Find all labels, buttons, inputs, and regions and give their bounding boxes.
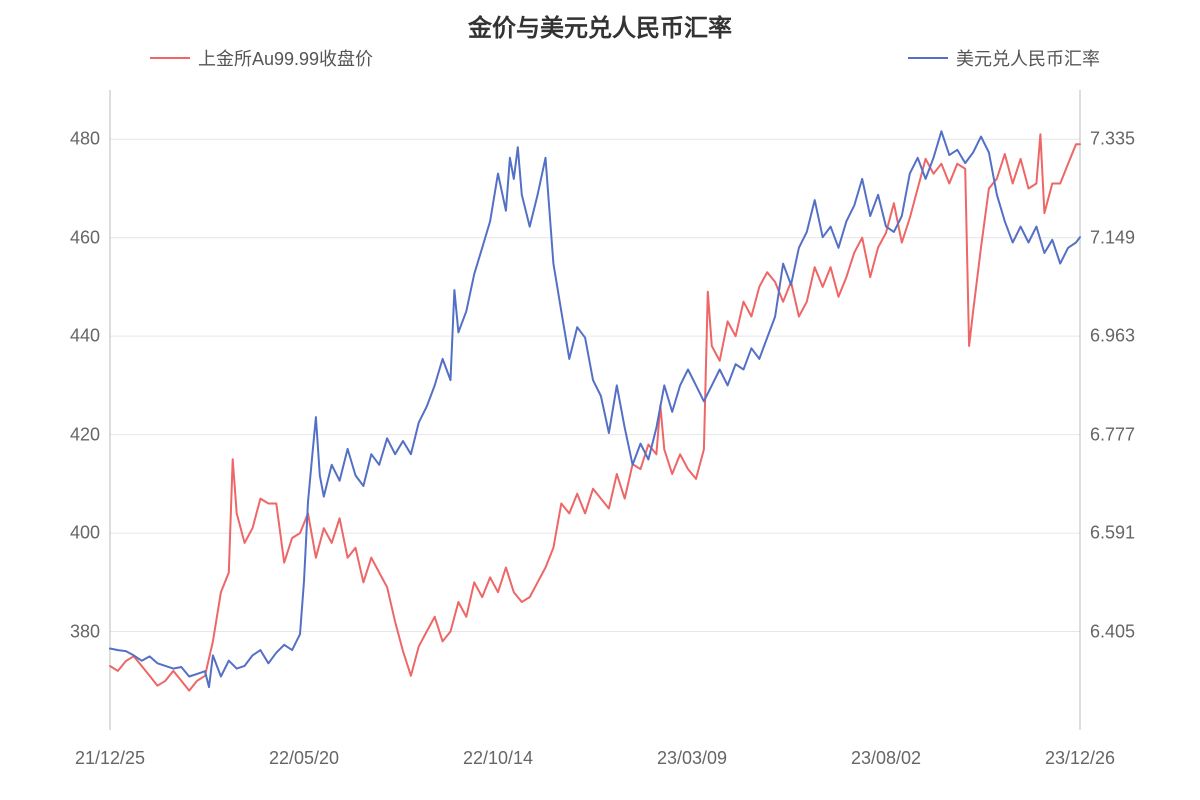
y-left-tick-label: 480 — [40, 129, 100, 150]
y-right-tick-label: 7.149 — [1090, 227, 1170, 248]
y-left-tick-label: 400 — [40, 523, 100, 544]
x-tick-label: 22/05/20 — [244, 748, 364, 769]
y-right-tick-label: 6.591 — [1090, 523, 1170, 544]
y-left-tick-label: 420 — [40, 424, 100, 445]
x-tick-label: 23/08/02 — [826, 748, 946, 769]
y-right-tick-label: 6.405 — [1090, 621, 1170, 642]
y-right-tick-label: 6.777 — [1090, 424, 1170, 445]
y-left-tick-label: 440 — [40, 326, 100, 347]
x-tick-label: 21/12/25 — [50, 748, 170, 769]
y-right-tick-label: 6.963 — [1090, 326, 1170, 347]
y-right-tick-label: 7.335 — [1090, 129, 1170, 150]
x-tick-label: 23/03/09 — [632, 748, 752, 769]
series-line — [110, 134, 1080, 690]
chart-container: 金价与美元兑人民币汇率 上金所Au99.99收盘价 美元兑人民币汇率 38040… — [0, 0, 1200, 800]
y-left-tick-label: 380 — [40, 621, 100, 642]
y-left-tick-label: 460 — [40, 227, 100, 248]
x-tick-label: 23/12/26 — [1020, 748, 1140, 769]
x-tick-label: 22/10/14 — [438, 748, 558, 769]
plot-svg — [0, 0, 1200, 800]
series-line — [110, 131, 1080, 687]
